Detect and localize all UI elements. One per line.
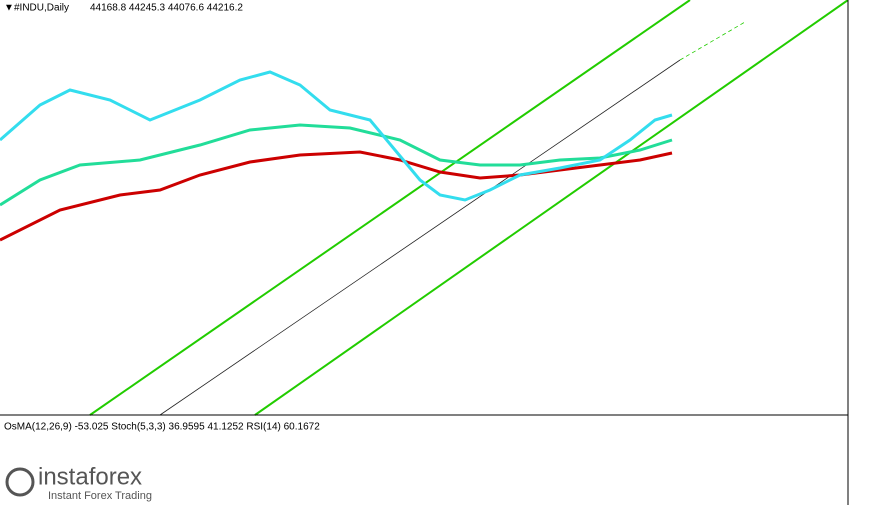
logo-bg — [0, 460, 178, 505]
logo-name: instaforex — [38, 463, 142, 490]
indicator-label: OsMA(12,26,9) -53.025 Stoch(5,3,3) 36.95… — [4, 422, 320, 433]
price-axis-bg — [848, 0, 896, 505]
trend-extension — [679, 21, 746, 61]
ma-50 — [0, 70, 673, 202]
ohlc: 44168.8 44245.3 44076.6 44216.2 — [90, 3, 243, 14]
logo-tagline: Instant Forex Trading — [48, 490, 152, 502]
trend-line — [159, 59, 681, 416]
ma-200 — [0, 150, 673, 242]
symbol: #INDU,Daily — [14, 3, 69, 14]
channel-lower — [254, 0, 849, 416]
ma-100 — [0, 123, 673, 207]
header-arrow: ▼ — [4, 3, 14, 14]
channel-upper — [89, 0, 691, 416]
logo-icon — [5, 467, 35, 497]
